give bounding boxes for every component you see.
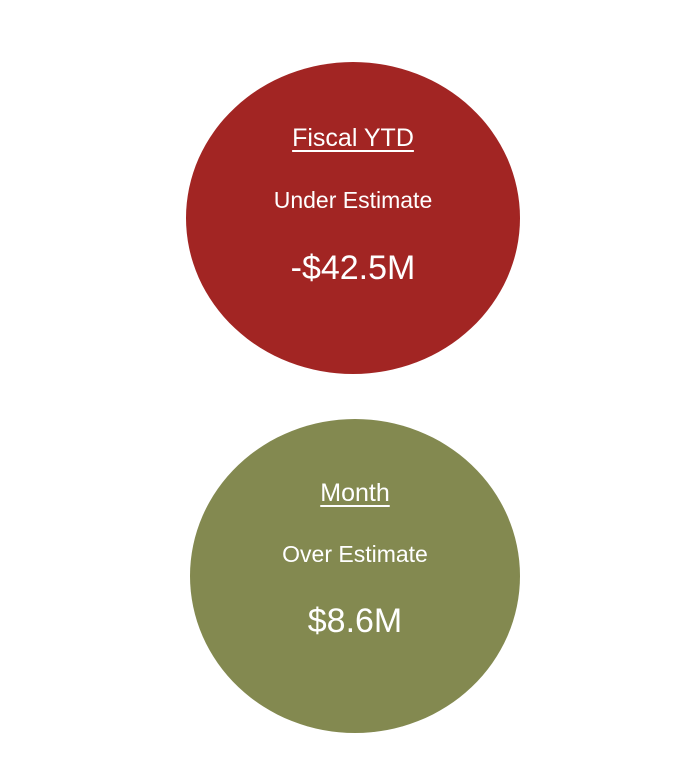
fiscal-ytd-circle: Fiscal YTD Under Estimate -$42.5M (186, 62, 520, 374)
month-circle: Month Over Estimate $8.6M (190, 419, 520, 733)
month-title: Month (320, 479, 390, 507)
fiscal-ytd-status: Under Estimate (273, 187, 433, 213)
fiscal-ytd-value: -$42.5M (290, 249, 416, 287)
month-status: Over Estimate (282, 541, 428, 567)
month-value: $8.6M (307, 602, 403, 640)
fiscal-ytd-title: Fiscal YTD (292, 124, 414, 152)
